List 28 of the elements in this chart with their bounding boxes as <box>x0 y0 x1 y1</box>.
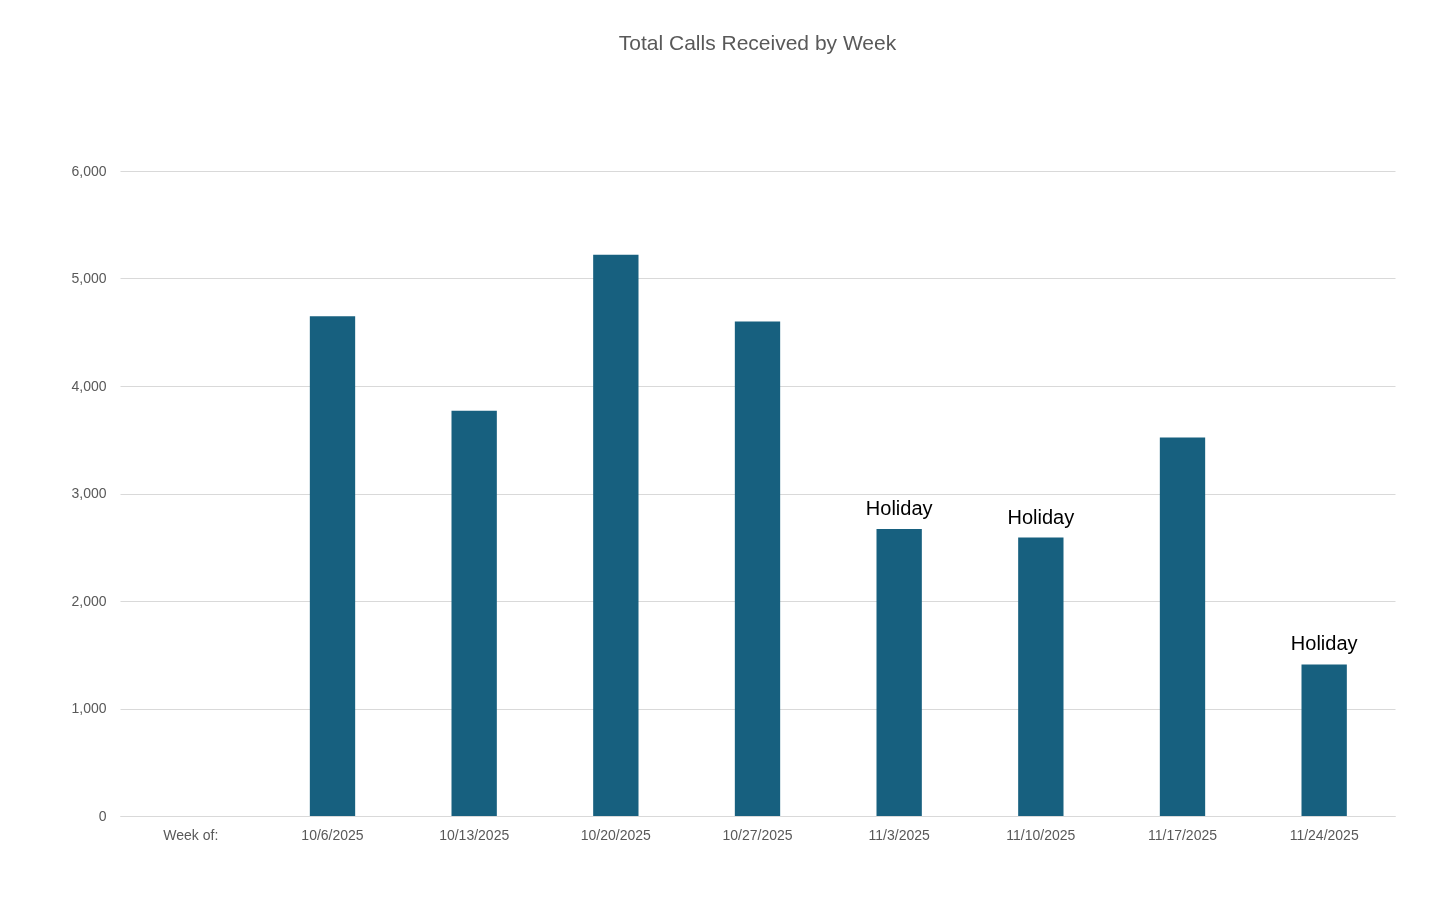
x-tick-label: 11/10/2025 <box>1006 826 1076 843</box>
bar <box>451 410 497 816</box>
bar <box>1159 437 1206 816</box>
chart-title: Total Calls Received by Week <box>618 31 897 54</box>
y-tick-label: 2,000 <box>71 592 107 609</box>
bar <box>876 528 922 816</box>
x-tick-label: 10/20/2025 <box>580 826 652 843</box>
annotation: Holiday <box>1290 632 1358 655</box>
bar <box>734 321 781 816</box>
bar <box>593 254 639 816</box>
y-tick-label: 5,000 <box>71 270 107 286</box>
bar <box>1301 664 1347 816</box>
y-tick-label: 0 <box>98 807 107 824</box>
y-tick-label: 3,000 <box>71 485 107 501</box>
x-axis-title: Week of: <box>163 826 219 843</box>
y-tick-label: 6,000 <box>71 162 107 179</box>
x-tick-label: 10/13/2025 <box>439 826 510 843</box>
y-tick-label: 1,000 <box>71 700 107 716</box>
y-tick-label: 4,000 <box>71 377 107 394</box>
annotation: Holiday <box>865 496 933 519</box>
x-tick-label: 11/3/2025 <box>868 826 930 843</box>
bar <box>309 316 356 816</box>
annotation: Holiday <box>1007 505 1075 528</box>
x-tick-label: 11/17/2025 <box>1147 826 1218 843</box>
bar <box>1018 537 1064 816</box>
x-tick-label: 10/27/2025 <box>722 826 793 843</box>
x-tick-label: 10/6/2025 <box>301 826 364 843</box>
x-tick-label: 11/24/2025 <box>1289 826 1359 843</box>
